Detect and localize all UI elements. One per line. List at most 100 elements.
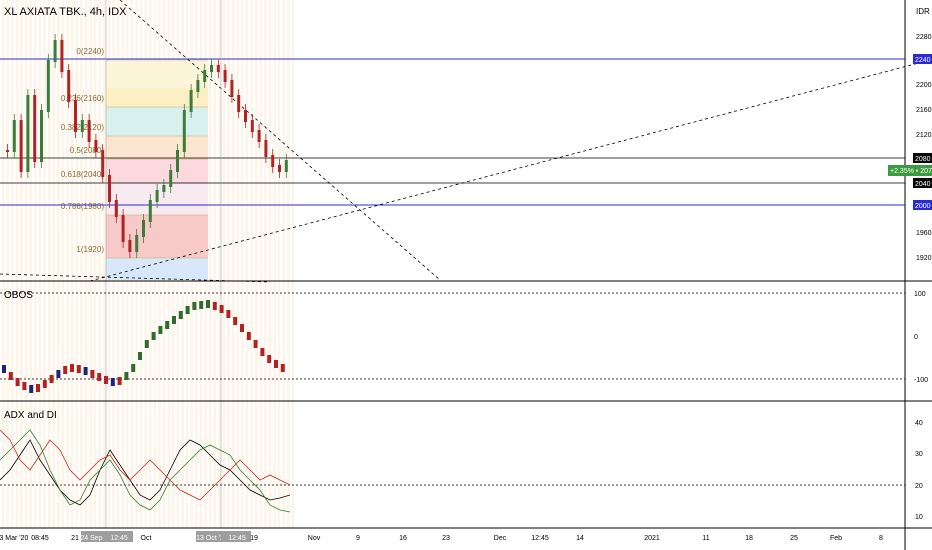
obos-bar (63, 366, 68, 374)
obos-tick: 0 (914, 334, 918, 341)
ascending-trendline (89, 59, 931, 282)
trend-lines[interactable] (0, 0, 931, 528)
candle-body (87, 120, 91, 142)
price-tag-change: +2.35% • 2070 (890, 168, 932, 175)
time-label: 12:45 (228, 535, 246, 542)
obos-bar (138, 352, 142, 360)
price-tag-support: 2040 (915, 181, 931, 188)
obos-bar (76, 365, 81, 373)
candle-body (94, 140, 98, 152)
stripe (232, 0, 235, 528)
candle-body (101, 150, 105, 177)
obos-bar (212, 302, 217, 310)
stripe (94, 0, 97, 528)
stripe (227, 0, 230, 528)
candle-body (108, 175, 111, 202)
obos-bar (104, 376, 108, 384)
stripe (287, 0, 290, 528)
obos-bar (151, 332, 156, 340)
stripe (259, 0, 262, 528)
stripe (11, 0, 14, 528)
stripe (61, 0, 65, 528)
adx-tick: 10 (915, 514, 923, 521)
price-tag-change-bg (888, 165, 932, 176)
fib-label: 1(1920) (76, 245, 104, 254)
currency-label: IDR (916, 7, 930, 16)
adx-pane-label[interactable]: ADX and DI (4, 410, 57, 421)
candle-body (257, 130, 261, 142)
time-label: 8 (879, 535, 883, 542)
stripe (6, 0, 9, 528)
obos-bar (226, 310, 231, 318)
obos-bar (267, 355, 272, 363)
stripe (291, 0, 295, 528)
candle-body (6, 150, 9, 152)
obos-bar (199, 301, 204, 309)
fib-label: 0.236(2160) (61, 94, 104, 103)
di-minus-line (0, 429, 291, 501)
fib-label: 0.618(2040) (61, 170, 104, 179)
obos-bar (158, 326, 163, 334)
di-plus-line (0, 429, 291, 513)
fib-retracement[interactable]: 0(2240)0.236(2160)0.382(2120)0.5(2080)0.… (61, 47, 208, 280)
time-label: Feb (830, 535, 842, 542)
candle-body (121, 215, 125, 242)
adx-tick: 30 (915, 451, 923, 458)
time-label: 23 Mar '20 (0, 535, 29, 542)
stripe (52, 0, 55, 528)
stripe (84, 0, 88, 528)
candle-body (244, 110, 247, 122)
time-label: 21 (71, 535, 79, 542)
price-tick: 1960 (916, 230, 932, 237)
price-tag-resistance-bg (913, 153, 932, 163)
stripe (29, 0, 32, 528)
fib-label: 0.786(1980) (61, 202, 104, 211)
obos-bar (8, 372, 13, 380)
candle-body (230, 80, 234, 97)
adx-tick: 20 (915, 483, 923, 490)
obos-bar (192, 302, 197, 310)
chart-title[interactable]: XL AXIATA TBK., 4h, IDX (4, 6, 127, 18)
obos-bar (22, 382, 27, 390)
obos-bar (2, 365, 6, 373)
stripe (20, 0, 23, 528)
obos-bar (206, 300, 210, 308)
candle-body (250, 120, 254, 132)
candle-body (237, 95, 241, 112)
candle-body (142, 220, 145, 237)
candle-body (40, 110, 43, 162)
time-label: 25 (790, 535, 798, 542)
stripe (66, 0, 69, 528)
time-label: Oct (141, 535, 152, 542)
fib-label: 0(2240) (76, 47, 104, 56)
obos-bar (110, 378, 115, 386)
stripe (43, 0, 46, 528)
time-label: 08:45 (31, 535, 49, 542)
candle-body (60, 40, 64, 72)
candle-body (264, 140, 268, 157)
stripe (75, 0, 78, 528)
stripe (48, 0, 51, 528)
obos-pane-label[interactable]: OBOS (4, 290, 33, 301)
price-tag-resistance: 2080 (915, 156, 931, 163)
stripe (89, 0, 92, 528)
candle-body (223, 70, 227, 82)
candle-body (271, 155, 275, 167)
obos-bar (219, 305, 224, 313)
time-label: 18 (745, 535, 753, 542)
price-tag-upper-bg (913, 54, 932, 64)
adx-lines: 40 30 20 10 (0, 420, 923, 521)
candle-body (114, 200, 118, 217)
obos-bar (36, 384, 40, 392)
obos-tick: -100 (914, 377, 928, 384)
price-tag-support-bg (913, 178, 932, 188)
candle-body (155, 190, 159, 202)
adx-line (0, 439, 291, 506)
obos-bar (29, 385, 34, 393)
time-label: Dec (494, 535, 507, 542)
fib-zone (106, 60, 208, 88)
obos-bar (117, 377, 122, 385)
candle-body (19, 120, 23, 172)
